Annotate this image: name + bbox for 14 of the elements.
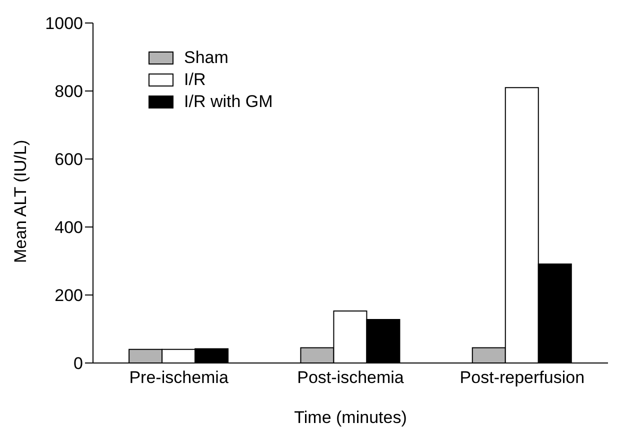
legend-label: Sham bbox=[184, 48, 228, 68]
legend-label: I/R bbox=[184, 70, 206, 90]
y-tick-label: 800 bbox=[54, 82, 83, 102]
y-axis-title: Mean ALT (IU/L) bbox=[11, 140, 30, 263]
x-tick-label: Pre-ischemia bbox=[129, 368, 229, 388]
legend-label: I/R with GM bbox=[184, 92, 273, 112]
y-tick-label: 0 bbox=[74, 354, 83, 374]
x-tick-label: Post-reperfusion bbox=[460, 368, 585, 388]
y-tick-label: 1000 bbox=[45, 14, 83, 34]
y-tick-label: 600 bbox=[54, 150, 83, 170]
y-tick-label: 200 bbox=[54, 286, 83, 306]
x-tick-label: Post-ischemia bbox=[297, 368, 404, 388]
x-axis-title: Time (minutes) bbox=[294, 408, 407, 427]
y-tick-label: 400 bbox=[54, 218, 83, 238]
